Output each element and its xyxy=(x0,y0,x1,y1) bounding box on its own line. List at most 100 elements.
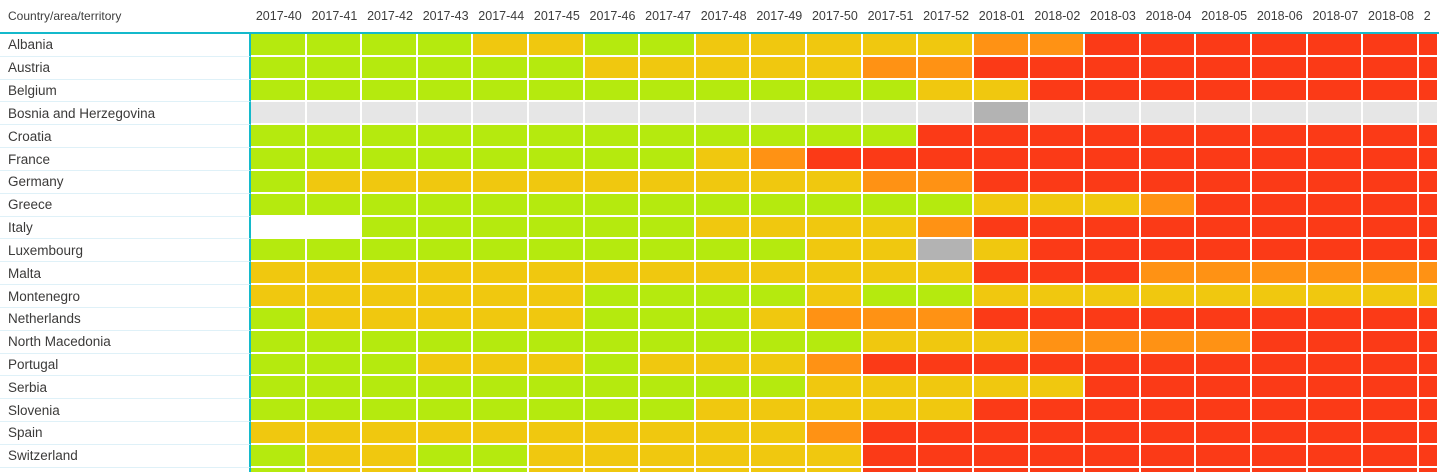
heatmap-cell[interactable] xyxy=(1307,399,1364,423)
heatmap-cell[interactable] xyxy=(529,353,585,377)
column-header-partial[interactable]: 2 xyxy=(1423,9,1431,23)
heatmap-cell[interactable] xyxy=(807,102,863,126)
heatmap-cell[interactable] xyxy=(862,56,919,80)
heatmap-cell[interactable] xyxy=(1140,79,1197,103)
heatmap-cell[interactable] xyxy=(1140,34,1197,57)
heatmap-cell[interactable] xyxy=(807,170,863,194)
heatmap-cell[interactable] xyxy=(473,79,530,103)
heatmap-cell[interactable] xyxy=(1363,148,1419,171)
heatmap-cell[interactable] xyxy=(751,239,808,263)
heatmap-cell[interactable] xyxy=(306,216,363,240)
row-label-spain[interactable]: Spain xyxy=(0,422,251,445)
heatmap-cell[interactable] xyxy=(529,239,585,263)
heatmap-cell[interactable] xyxy=(417,148,474,171)
heatmap-cell[interactable] xyxy=(1363,330,1419,354)
heatmap-cell[interactable] xyxy=(640,467,696,472)
heatmap-cell[interactable] xyxy=(584,193,641,217)
heatmap-cell[interactable] xyxy=(1307,285,1364,308)
heatmap-cell[interactable] xyxy=(973,376,1030,400)
heatmap-cell[interactable] xyxy=(1085,170,1141,194)
heatmap-cell[interactable] xyxy=(417,399,474,423)
heatmap-cell[interactable] xyxy=(1251,102,1308,126)
row-label-serbia[interactable]: Serbia xyxy=(0,376,251,400)
heatmap-cell[interactable] xyxy=(751,79,808,103)
heatmap-cell[interactable] xyxy=(807,56,863,80)
heatmap-cell[interactable] xyxy=(1251,216,1308,240)
heatmap-cell[interactable] xyxy=(306,193,363,217)
heatmap-cell[interactable] xyxy=(1251,330,1308,354)
heatmap-cell[interactable] xyxy=(1363,444,1419,468)
heatmap-cell[interactable] xyxy=(1363,422,1419,445)
heatmap-cell[interactable] xyxy=(918,444,974,468)
heatmap-cell[interactable] xyxy=(751,376,808,400)
heatmap-cell[interactable] xyxy=(1307,148,1364,171)
heatmap-cell[interactable] xyxy=(862,239,919,263)
heatmap-cell[interactable] xyxy=(1307,262,1364,286)
column-header-2017-45[interactable]: 2017-45 xyxy=(533,9,580,23)
heatmap-cell[interactable] xyxy=(695,307,752,331)
heatmap-cell[interactable] xyxy=(584,239,641,263)
heatmap-cell[interactable] xyxy=(251,79,307,103)
heatmap-cell[interactable] xyxy=(862,262,919,286)
heatmap-cell[interactable] xyxy=(640,34,696,57)
heatmap-cell[interactable] xyxy=(306,353,363,377)
heatmap-cell[interactable] xyxy=(417,422,474,445)
heatmap-cell[interactable] xyxy=(1140,148,1197,171)
heatmap-cell[interactable] xyxy=(473,34,530,57)
heatmap-cell[interactable] xyxy=(1418,399,1437,423)
heatmap-cell[interactable] xyxy=(807,148,863,171)
heatmap-cell[interactable] xyxy=(306,399,363,423)
heatmap-cell[interactable] xyxy=(306,376,363,400)
column-header-2018-07[interactable]: 2018-07 xyxy=(1312,9,1359,23)
heatmap-cell[interactable] xyxy=(1140,216,1197,240)
heatmap-cell[interactable] xyxy=(1140,353,1197,377)
heatmap-cell[interactable] xyxy=(1029,125,1086,149)
heatmap-cell[interactable] xyxy=(1085,307,1141,331)
column-header-2017-42[interactable]: 2017-42 xyxy=(367,9,413,23)
heatmap-cell[interactable] xyxy=(1196,444,1252,468)
heatmap-cell[interactable] xyxy=(1029,307,1086,331)
heatmap-cell[interactable] xyxy=(918,125,974,149)
heatmap-cell[interactable] xyxy=(473,307,530,331)
heatmap-cell[interactable] xyxy=(251,56,307,80)
heatmap-cell[interactable] xyxy=(862,34,919,57)
heatmap-cell[interactable] xyxy=(695,262,752,286)
heatmap-cell[interactable] xyxy=(1085,34,1141,57)
heatmap-cell[interactable] xyxy=(1418,285,1437,308)
row-label-netherlands[interactable]: Netherlands xyxy=(0,307,251,331)
heatmap-cell[interactable] xyxy=(751,330,808,354)
column-header-2017-52[interactable]: 2017-52 xyxy=(923,9,970,23)
heatmap-cell[interactable] xyxy=(973,34,1030,57)
heatmap-cell[interactable] xyxy=(862,307,919,331)
heatmap-cell[interactable] xyxy=(362,399,418,423)
corner-header-country-area-territory[interactable]: Country/area/territory xyxy=(8,9,122,23)
row-label-malta[interactable]: Malta xyxy=(0,262,251,286)
heatmap-cell[interactable] xyxy=(1140,102,1197,126)
heatmap-cell[interactable] xyxy=(417,285,474,308)
heatmap-cell[interactable] xyxy=(584,79,641,103)
heatmap-cell[interactable] xyxy=(1140,376,1197,400)
heatmap-cell[interactable] xyxy=(1196,170,1252,194)
heatmap-cell[interactable] xyxy=(973,285,1030,308)
heatmap-cell[interactable] xyxy=(1251,148,1308,171)
heatmap-cell[interactable] xyxy=(417,216,474,240)
heatmap-cell[interactable] xyxy=(306,79,363,103)
heatmap-cell[interactable] xyxy=(1029,239,1086,263)
heatmap-cell[interactable] xyxy=(251,399,307,423)
heatmap-cell[interactable] xyxy=(529,262,585,286)
heatmap-cell[interactable] xyxy=(529,56,585,80)
heatmap-cell[interactable] xyxy=(529,285,585,308)
heatmap-cell[interactable] xyxy=(1085,444,1141,468)
heatmap-cell[interactable] xyxy=(918,193,974,217)
row-label-france[interactable]: France xyxy=(0,148,251,171)
heatmap-cell[interactable] xyxy=(362,34,418,57)
heatmap-cell[interactable] xyxy=(1363,239,1419,263)
heatmap-cell[interactable] xyxy=(1196,56,1252,80)
heatmap-cell[interactable] xyxy=(362,56,418,80)
heatmap-cell[interactable] xyxy=(1196,239,1252,263)
heatmap-cell[interactable] xyxy=(473,399,530,423)
heatmap-cell[interactable] xyxy=(417,376,474,400)
heatmap-cell[interactable] xyxy=(640,125,696,149)
heatmap-cell[interactable] xyxy=(1418,56,1437,80)
heatmap-cell[interactable] xyxy=(862,399,919,423)
